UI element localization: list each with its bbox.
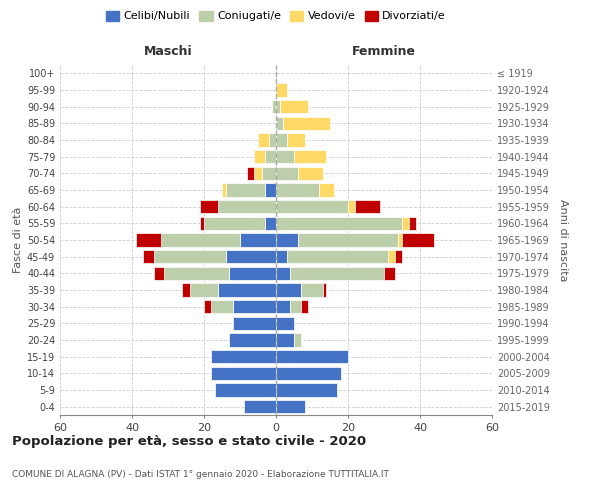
Bar — [200, 200, 218, 213]
Bar — [287, 250, 388, 264]
Text: Maschi: Maschi — [143, 46, 193, 59]
Bar — [276, 184, 319, 196]
Bar — [276, 366, 341, 380]
Bar — [240, 234, 276, 246]
Bar — [276, 134, 287, 146]
Bar — [272, 100, 276, 114]
Bar — [161, 234, 240, 246]
Bar — [154, 266, 164, 280]
Bar — [229, 266, 276, 280]
Bar — [395, 250, 402, 264]
Bar — [294, 150, 326, 164]
Bar — [287, 134, 305, 146]
Bar — [233, 300, 276, 314]
Bar — [211, 366, 276, 380]
Bar — [276, 266, 290, 280]
Bar — [218, 284, 276, 296]
Bar — [301, 284, 323, 296]
Bar — [254, 166, 262, 180]
Bar — [384, 266, 395, 280]
Bar — [280, 100, 308, 114]
Bar — [276, 200, 348, 213]
Bar — [262, 166, 276, 180]
Bar — [143, 250, 154, 264]
Bar — [229, 334, 276, 346]
Bar — [276, 234, 298, 246]
Bar — [276, 400, 305, 413]
Bar — [276, 334, 294, 346]
Bar — [398, 234, 402, 246]
Bar — [283, 116, 330, 130]
Bar — [348, 200, 355, 213]
Bar — [409, 216, 416, 230]
Bar — [204, 216, 265, 230]
Bar — [200, 216, 204, 230]
Bar — [226, 184, 265, 196]
Bar — [247, 166, 254, 180]
Bar — [276, 250, 287, 264]
Text: Femmine: Femmine — [352, 46, 416, 59]
Bar — [244, 400, 276, 413]
Bar — [276, 84, 287, 96]
Bar — [294, 334, 301, 346]
Bar — [211, 350, 276, 364]
Bar — [164, 266, 229, 280]
Bar — [355, 200, 380, 213]
Bar — [276, 166, 298, 180]
Bar — [402, 216, 409, 230]
Bar — [276, 284, 301, 296]
Bar — [218, 200, 276, 213]
Bar — [215, 384, 276, 396]
Bar — [276, 316, 294, 330]
Bar — [258, 134, 269, 146]
Bar — [204, 300, 211, 314]
Bar — [190, 284, 218, 296]
Bar — [276, 216, 402, 230]
Bar — [276, 100, 280, 114]
Bar — [269, 134, 276, 146]
Bar — [301, 300, 308, 314]
Bar — [276, 150, 294, 164]
Bar — [298, 166, 323, 180]
Text: COMUNE DI ALAGNA (PV) - Dati ISTAT 1° gennaio 2020 - Elaborazione TUTTITALIA.IT: COMUNE DI ALAGNA (PV) - Dati ISTAT 1° ge… — [12, 470, 389, 479]
Bar — [254, 150, 265, 164]
Bar — [323, 284, 326, 296]
Bar — [298, 234, 398, 246]
Bar — [276, 350, 348, 364]
Bar — [265, 150, 276, 164]
Bar — [211, 300, 233, 314]
Bar — [276, 116, 283, 130]
Bar — [276, 300, 290, 314]
Y-axis label: Fasce di età: Fasce di età — [13, 207, 23, 273]
Bar — [136, 234, 161, 246]
Bar — [402, 234, 434, 246]
Bar — [319, 184, 334, 196]
Bar — [154, 250, 226, 264]
Bar — [290, 300, 301, 314]
Bar — [290, 266, 384, 280]
Y-axis label: Anni di nascita: Anni di nascita — [558, 198, 568, 281]
Bar — [265, 216, 276, 230]
Bar — [222, 184, 226, 196]
Bar — [265, 184, 276, 196]
Bar — [276, 384, 337, 396]
Legend: Celibi/Nubili, Coniugati/e, Vedovi/e, Divorziati/e: Celibi/Nubili, Coniugati/e, Vedovi/e, Di… — [106, 10, 446, 22]
Bar — [233, 316, 276, 330]
Bar — [226, 250, 276, 264]
Bar — [182, 284, 190, 296]
Bar — [388, 250, 395, 264]
Text: Popolazione per età, sesso e stato civile - 2020: Popolazione per età, sesso e stato civil… — [12, 435, 366, 448]
